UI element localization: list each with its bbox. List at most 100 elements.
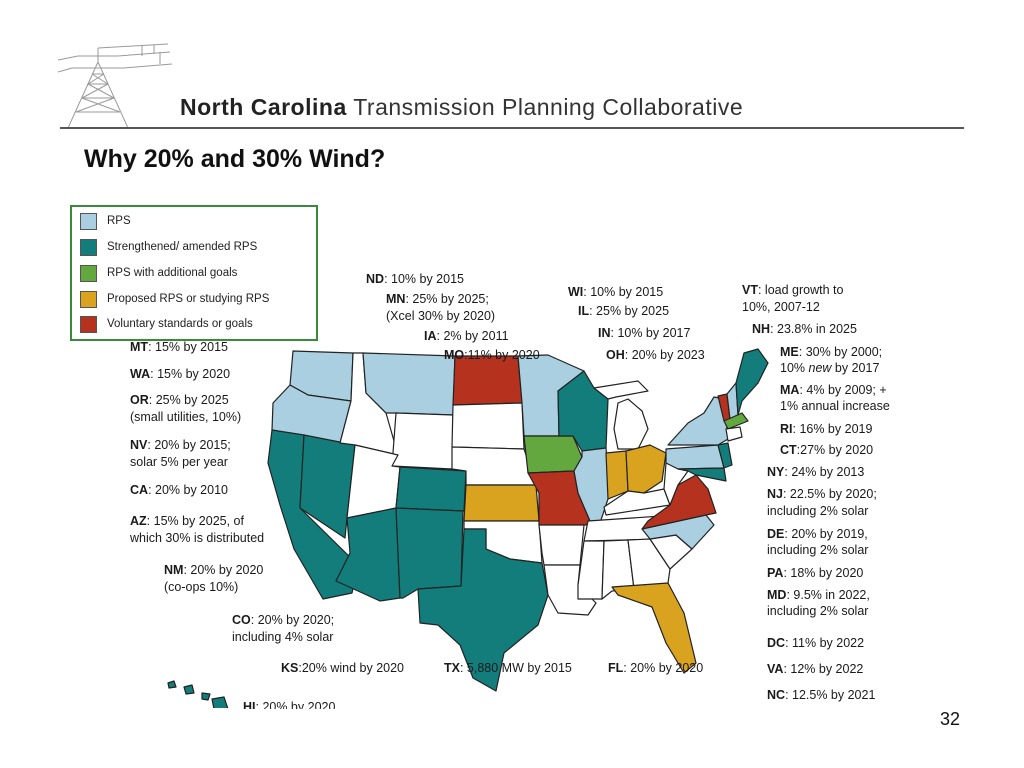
legend-label: RPS with additional goals xyxy=(107,267,238,279)
state-CO xyxy=(395,466,467,512)
annot-text: : 12.5% by 2021 xyxy=(785,688,876,702)
legend-swatch xyxy=(80,213,97,230)
state-MS xyxy=(577,540,605,600)
annotation-md-line2: including 2% solar xyxy=(767,604,869,618)
annot-text: : 25% by 2025 xyxy=(148,393,229,407)
state-MI-lower xyxy=(613,398,649,450)
annot-text: :11% by 2020 xyxy=(464,348,540,362)
state-IA xyxy=(523,435,583,474)
annot-text: : 20% by 2019, xyxy=(784,527,868,541)
annotation-nh: NH: 23.8% in 2025 xyxy=(752,322,857,337)
state-NJ xyxy=(717,442,733,469)
annotation-ca: CA: 20% by 2010 xyxy=(130,483,228,498)
annot-text: : 10% by 2015 xyxy=(384,272,464,286)
annot-text: : 11% by 2022 xyxy=(785,636,865,650)
annot-text: : 23.8% in 2025 xyxy=(770,322,857,336)
state-UT xyxy=(346,444,401,519)
annot-text: : 15% by 2020 xyxy=(150,367,231,381)
state-CT xyxy=(725,426,743,442)
annotation-ma: MA: 4% by 2009; + xyxy=(780,383,887,398)
org-title-rest: Transmission Planning Collaborative xyxy=(346,94,744,120)
annot-text: : 20% by 2020 xyxy=(183,563,264,577)
annot-state: MD xyxy=(767,588,787,602)
annot-state: HI xyxy=(243,700,256,709)
annot-text: : 25% by 2025 xyxy=(589,304,670,318)
annot-state: PA xyxy=(767,566,784,580)
legend-swatch xyxy=(80,291,97,308)
annot-text: : 10% by 2015 xyxy=(583,285,664,299)
annot-state: MO xyxy=(444,348,465,362)
state-NM xyxy=(395,507,464,599)
annot-state: CT xyxy=(780,443,797,457)
annot-text: : 4% by 2009; + xyxy=(799,383,887,397)
slide-title: Why 20% and 30% Wind? xyxy=(84,145,386,173)
annot-text: : 15% by 2025, of xyxy=(146,514,244,528)
legend-swatch xyxy=(80,239,97,256)
annot-text: : 20% by 2010 xyxy=(148,483,228,497)
annotation-tx: TX: 5,880 MW by 2015 xyxy=(444,661,572,676)
organization-title: North Carolina Transmission Planning Col… xyxy=(180,94,743,121)
us-map-svg xyxy=(167,348,769,708)
annot-state: IA xyxy=(424,329,437,343)
annot-state: FL xyxy=(608,661,624,675)
map-legend: RPS Strengthened/ amended RPS RPS with a… xyxy=(70,205,318,341)
annot-text: : 10% by 2017 xyxy=(610,326,691,340)
annot-text: : 25% by 2025; xyxy=(405,292,489,306)
annot-text: : 5,880 MW by 2015 xyxy=(459,661,572,675)
annotation-nv-line2: solar 5% per year xyxy=(130,455,228,469)
page-number: 32 xyxy=(940,709,961,729)
annot-state: WA xyxy=(130,367,151,381)
state-PA xyxy=(665,444,725,470)
annot-state: TX xyxy=(444,661,460,675)
annot-text: : 20% by 2020 xyxy=(255,700,336,709)
org-title-bold: North Carolina xyxy=(180,94,347,120)
annotation-mn-line2: (Xcel 30% by 2020) xyxy=(386,309,496,323)
annotation-ny: NY: 24% by 2013 xyxy=(767,465,864,480)
annotation-me-line2: 10% new by 2017 xyxy=(780,361,879,376)
annot-state: NJ xyxy=(767,487,783,501)
annotation-nc: NC: 12.5% by 2021 xyxy=(767,688,875,703)
annotation-nj-line2: including 2% solar xyxy=(767,504,869,518)
annot-state: NM xyxy=(164,563,184,577)
annotation-co: CO: 20% by 2020; xyxy=(232,613,334,628)
state-HI-2 xyxy=(183,684,195,695)
annot-text: : 20% by 2015; xyxy=(147,438,231,452)
annotation-ri: RI: 16% by 2019 xyxy=(780,422,872,437)
annot-state: NV xyxy=(130,438,148,452)
state-ME xyxy=(735,348,769,416)
annotation-pa: PA: 18% by 2020 xyxy=(767,566,863,581)
annot-text: : 30% by 2000; xyxy=(798,345,883,359)
state-FL xyxy=(611,582,697,674)
annot-text: : 15% by 2015 xyxy=(148,340,228,354)
annot-state: KS xyxy=(281,661,299,675)
annotation-nd: ND: 10% by 2015 xyxy=(366,272,464,287)
annot-state: VT xyxy=(742,283,758,297)
legend-label: RPS xyxy=(107,215,131,227)
annot-state: IN xyxy=(598,326,611,340)
state-AR xyxy=(538,524,585,566)
annotation-ct: CT:27% by 2020 xyxy=(780,443,873,458)
state-MI xyxy=(593,380,649,400)
annot-text: : 12% by 2022 xyxy=(783,662,864,676)
state-KS xyxy=(463,484,540,522)
legend-swatch xyxy=(80,265,97,282)
annotation-az: AZ: 15% by 2025, of xyxy=(130,514,244,529)
annotation-vt-line2: 10%, 2007-12 xyxy=(742,300,820,314)
annotation-nj: NJ: 22.5% by 2020; xyxy=(767,487,877,502)
annotation-nm-line2: (co-ops 10%) xyxy=(164,580,239,594)
annotation-co-line2: including 4% solar xyxy=(232,630,334,644)
annot-text: : load growth to xyxy=(757,283,844,297)
annot-state: CO xyxy=(232,613,251,627)
annot-state: ME xyxy=(780,345,799,359)
annot-text: : 18% by 2020 xyxy=(783,566,864,580)
annotation-hi: HI: 20% by 2020 xyxy=(243,700,335,709)
annot-text: : 20% by 2023 xyxy=(624,348,705,362)
state-GA xyxy=(627,538,671,590)
state-MD xyxy=(677,467,727,482)
legend-label: Proposed RPS or studying RPS xyxy=(107,293,270,305)
annot-text: : 24% by 2013 xyxy=(784,465,865,479)
annotation-ia: IA: 2% by 2011 xyxy=(424,329,509,344)
annotation-nv: NV: 20% by 2015; xyxy=(130,438,231,453)
annotation-in: IN: 10% by 2017 xyxy=(598,326,690,341)
annot-state: DC xyxy=(767,636,786,650)
